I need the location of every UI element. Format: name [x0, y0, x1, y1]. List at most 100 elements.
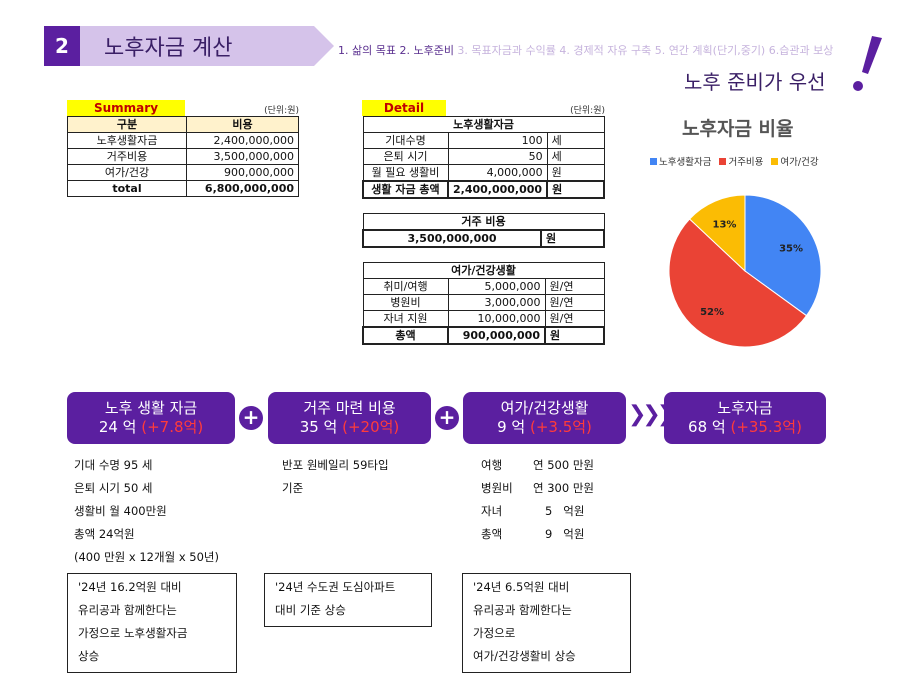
breadcrumb-rest[interactable]: 3. 목표자금과 수익률 4. 경제적 자유 구축 5. 연간 계획(단기,중기… — [453, 44, 834, 57]
note-line: 상승 — [78, 649, 100, 663]
table-row: 기대수명 100 세 — [362, 132, 605, 149]
note-label: 총액 — [481, 527, 503, 541]
flow-box-housing: 거주 마련 비용 35 억 (+20억) — [268, 392, 431, 444]
table-row: 노후생활자금 2,400,000,000 — [67, 132, 299, 149]
note-label: 병원비 — [481, 481, 513, 495]
table-cell: 원/연 — [544, 294, 605, 311]
flow-title: 노후자금 — [717, 399, 773, 417]
summary-label: Summary — [67, 100, 185, 116]
table-cell: 여가/건강 — [67, 164, 187, 181]
flow-delta: (+20억) — [342, 418, 400, 436]
summary-unit: (단위:원) — [264, 106, 299, 116]
table-cell: 900,000,000 — [186, 164, 299, 181]
legend-label: 거주비용 — [728, 157, 764, 168]
page-title: 노후자금 계산 — [104, 36, 233, 61]
legend-label: 여가/건강 — [780, 157, 819, 168]
pie-chart: 35% 52% 13% — [668, 194, 822, 348]
table-cell: 2,400,000,000 — [186, 132, 299, 149]
note-line: 유리공과 함께한다는 — [473, 603, 572, 617]
legend-swatch — [650, 158, 657, 165]
chart-legend: 노후생활자금 거주비용 여가/건강 — [650, 154, 819, 168]
note-value: 5 억원 — [545, 504, 585, 518]
table-row: total 6,800,000,000 — [67, 180, 299, 197]
note-box-living: '24년 16.2억원 대비 유리공과 함께한다는 가정으로 노후생활자금 상승 — [67, 573, 237, 673]
legend-item: 노후생활자금 — [650, 154, 711, 168]
table-row: 자녀 지원 10,000,000 원/연 — [362, 310, 605, 328]
table-cell: 은퇴 시기 — [362, 148, 449, 165]
note-row: 총액 9 억원 — [481, 523, 594, 546]
note-line: 총액 24억원 — [74, 527, 135, 541]
table-cell: 세 — [546, 132, 605, 149]
notes-leisure: 여행 연 500 만원 병원비 연 300 만원 자녀 5 억원 총액 9 억원 — [481, 454, 594, 546]
table-row: 은퇴 시기 50 세 — [362, 148, 605, 165]
flow-box-leisure: 여가/건강생활 9 억 (+3.5억) — [463, 392, 626, 444]
legend-label: 노후생활자금 — [659, 157, 712, 168]
table-cell: 세 — [546, 148, 605, 165]
table-row: 총액 900,000,000 원 — [362, 326, 605, 345]
section-number: 2 — [55, 34, 69, 58]
table-row: 생활 자금 총액 2,400,000,000 원 — [362, 180, 605, 199]
total-label: 총액 — [362, 326, 449, 345]
note-line: '24년 16.2억원 대비 — [78, 580, 182, 594]
leisure-table: 여가/건강생활 취미/여행 5,000,000 원/연 병원비 3,000,00… — [362, 262, 605, 345]
summary-table: 구분 비용 노후생활자금 2,400,000,000 거주비용 3,500,00… — [67, 116, 299, 197]
notes-living: 기대 수명 95 세 은퇴 시기 50 세 생활비 월 400만원 총액 24억… — [74, 454, 219, 569]
total-unit: 원 — [544, 326, 605, 345]
note-line: 기대 수명 95 세 — [74, 458, 153, 472]
table-cell: 10,000,000 — [447, 310, 546, 328]
note-line: (400 만원 x 12개월 x 50년) — [74, 550, 219, 564]
legend-swatch — [719, 158, 727, 165]
flow-delta: (+3.5억) — [529, 418, 592, 436]
legend-item: 여가/건강 — [771, 154, 819, 168]
flow-value: 68 억 — [688, 418, 726, 436]
legend-item: 거주비용 — [719, 154, 763, 168]
total-unit: 원 — [546, 180, 605, 199]
table-cell: 노후생활자금 — [67, 132, 187, 149]
pie-slice-0 — [744, 194, 822, 317]
table-cell: 월 필요 생활비 — [362, 164, 449, 182]
housing-table: 거주 비용 3,500,000,000 원 — [362, 213, 605, 248]
note-line: 기준 — [282, 481, 304, 495]
note-line: 은퇴 시기 50 세 — [74, 481, 153, 495]
notes-housing: 반포 원베일리 59타입 기준 — [282, 454, 389, 500]
leisure-title: 여가/건강생활 — [362, 262, 605, 279]
living-table: 노후생활자금 기대수명 100 세 은퇴 시기 50 세 월 필요 생활비 4,… — [362, 116, 605, 199]
flow-delta: (+35.3억) — [730, 418, 802, 436]
slogan-text: 노후 준비가 우선 — [684, 70, 826, 94]
note-line: '24년 수도권 도심아파트 — [275, 580, 396, 594]
note-value: 9 억원 — [545, 527, 585, 541]
total-value: 6,800,000,000 — [186, 180, 299, 197]
table-cell: 3,500,000,000 — [186, 148, 299, 165]
detail-section: Detail (단위:원) 노후생활자금 기대수명 100 세 은퇴 시기 50… — [362, 100, 605, 345]
flow-title: 노후 생활 자금 — [104, 399, 198, 417]
note-row: 여행 연 500 만원 — [481, 454, 594, 477]
table-row: 월 필요 생활비 4,000,000 원 — [362, 164, 605, 182]
living-title: 노후생활자금 — [362, 116, 605, 133]
table-cell: 원 — [546, 164, 605, 182]
banner-shape — [44, 26, 334, 66]
note-line: 가정으로 — [473, 626, 516, 640]
total-value: 2,400,000,000 — [446, 180, 549, 199]
flow-value: 9 억 — [497, 418, 526, 436]
table-row: 3,500,000,000 원 — [362, 229, 605, 248]
table-row: 거주비용 3,500,000,000 — [67, 148, 299, 165]
pie-slice-1 — [668, 218, 808, 348]
note-line: 대비 기준 상승 — [275, 603, 346, 617]
breadcrumb-active[interactable]: 1. 삶의 목표 2. 노후준비 — [338, 44, 454, 57]
note-box-leisure: '24년 6.5억원 대비 유리공과 함께한다는 가정으로 여가/건강생활비 상… — [462, 573, 631, 673]
flow-title: 여가/건강생활 — [500, 399, 589, 417]
pie-slice-label: 52% — [700, 307, 724, 318]
detail-label: Detail — [362, 100, 446, 116]
exclamation-icon — [853, 36, 882, 91]
table-row: 여가/건강 900,000,000 — [67, 164, 299, 181]
flow-box-total: 노후자금 68 억 (+35.3억) — [664, 392, 826, 444]
table-cell: 취미/여행 — [362, 278, 449, 295]
detail-unit: (단위:원) — [570, 106, 605, 116]
pie-slice-2 — [688, 194, 746, 273]
table-cell: 기대수명 — [362, 132, 449, 149]
note-label: 자녀 — [481, 504, 503, 518]
housing-title: 거주 비용 — [362, 213, 605, 231]
plus-icon: + — [239, 406, 263, 430]
table-header: 비용 — [186, 116, 299, 133]
note-value: 연 500 만원 — [533, 458, 595, 472]
